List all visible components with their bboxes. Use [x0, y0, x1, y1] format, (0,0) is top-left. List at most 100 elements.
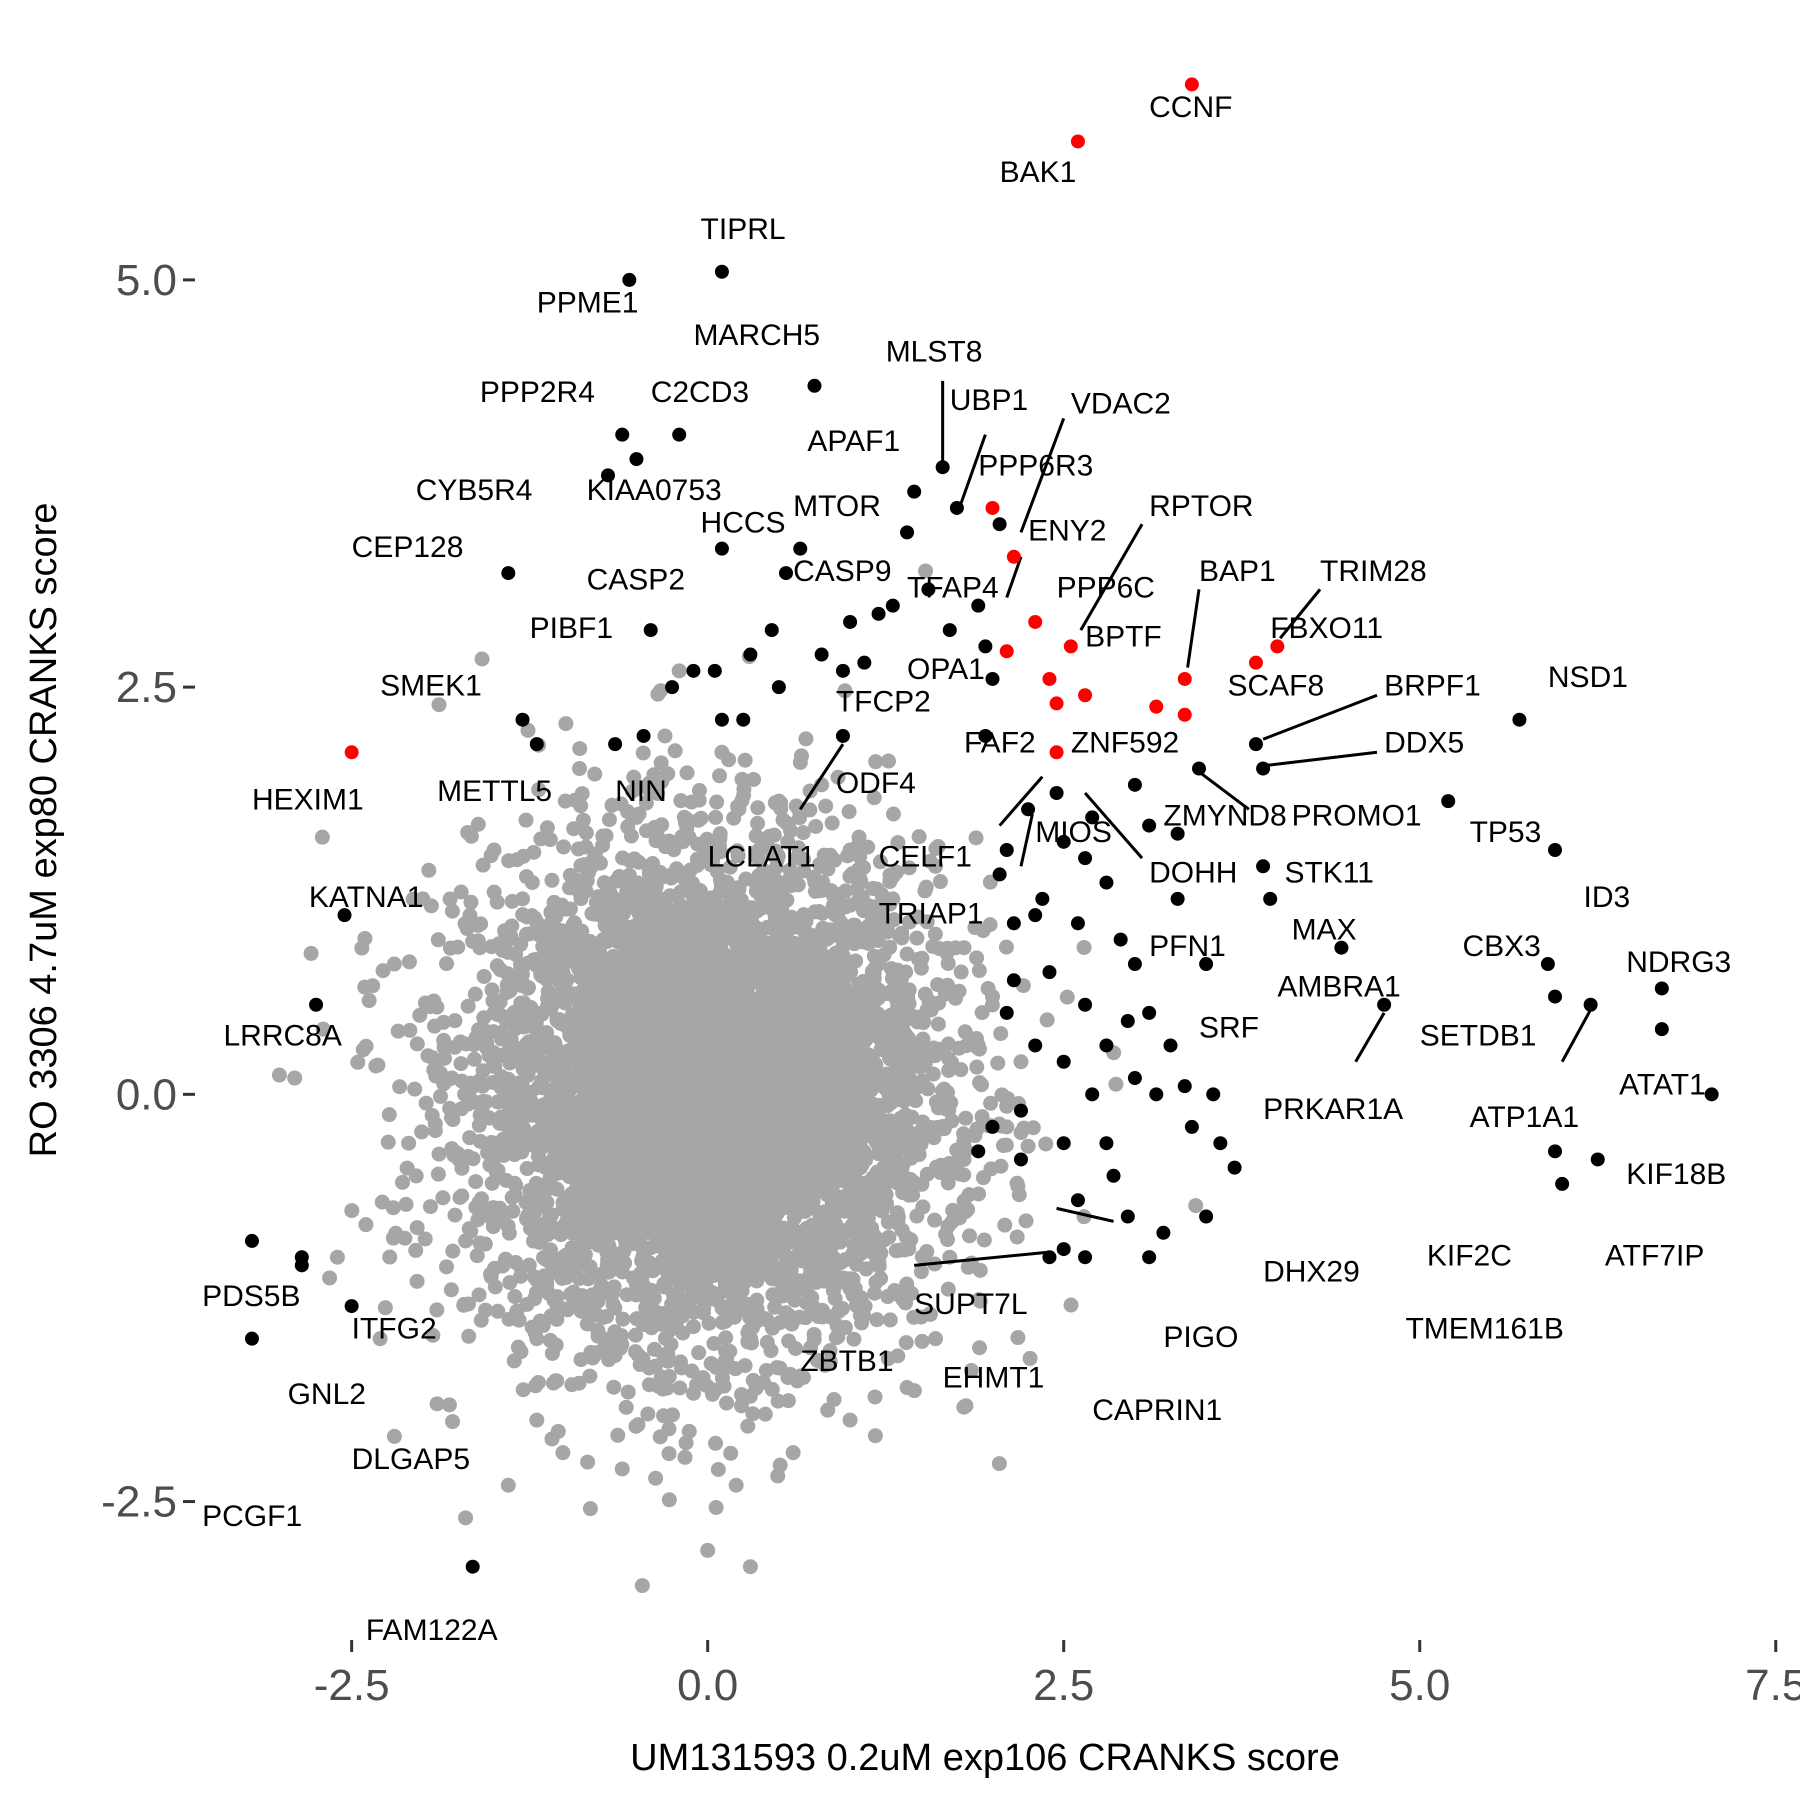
- background-point: [418, 1095, 434, 1111]
- background-point: [409, 1220, 425, 1236]
- background-point: [398, 1196, 414, 1212]
- background-point: [544, 872, 560, 888]
- background-point: [880, 1351, 896, 1367]
- background-point: [601, 812, 617, 828]
- background-point: [822, 1353, 838, 1369]
- background-point: [426, 993, 442, 1009]
- background-point: [454, 1073, 470, 1089]
- background-point: [601, 1332, 617, 1348]
- background-point: [975, 923, 991, 939]
- background-point: [435, 1190, 451, 1206]
- background-point: [718, 1343, 734, 1359]
- background-point: [888, 1243, 904, 1259]
- background-point: [456, 1296, 472, 1312]
- background-point: [825, 1250, 841, 1266]
- background-point: [808, 818, 824, 834]
- background-point: [614, 1336, 630, 1352]
- background-point: [468, 1174, 484, 1190]
- background-point: [314, 829, 330, 845]
- background-point: [871, 1258, 887, 1274]
- background-point: [784, 877, 800, 893]
- background-point: [910, 1014, 926, 1030]
- background-point: [679, 765, 695, 781]
- background-point: [807, 1232, 823, 1248]
- background-point: [582, 1368, 598, 1384]
- background-point: [983, 1095, 999, 1111]
- background-point: [424, 1107, 440, 1123]
- background-point: [845, 1271, 861, 1287]
- background-point: [457, 916, 473, 932]
- background-point: [634, 1578, 650, 1594]
- background-point: [439, 956, 455, 972]
- background-point: [597, 906, 613, 922]
- background-point: [377, 1300, 393, 1316]
- background-point: [507, 1289, 523, 1305]
- background-point: [491, 993, 507, 1009]
- background-point: [712, 768, 728, 784]
- background-point: [487, 1260, 503, 1276]
- background-point: [695, 1370, 711, 1386]
- background-point: [708, 1500, 724, 1516]
- background-point: [911, 829, 927, 845]
- background-point: [714, 1370, 730, 1386]
- background-point: [969, 1059, 985, 1075]
- background-point: [580, 1454, 596, 1470]
- background-point: [271, 1067, 287, 1083]
- background-point: [748, 828, 764, 844]
- background-point: [474, 651, 490, 667]
- background-point: [798, 913, 814, 929]
- background-point: [648, 833, 664, 849]
- background-point: [859, 1175, 875, 1191]
- background-point: [519, 1161, 535, 1177]
- background-point: [441, 1397, 457, 1413]
- background-point: [548, 1373, 564, 1389]
- background-point: [571, 1271, 587, 1287]
- background-point: [729, 843, 745, 859]
- background-point: [734, 1387, 750, 1403]
- background-point: [469, 1248, 485, 1264]
- background-point: [555, 1195, 571, 1211]
- background-point: [958, 1398, 974, 1414]
- background-point: [733, 1398, 749, 1414]
- background-point: [1188, 1198, 1204, 1214]
- background-point: [889, 1205, 905, 1221]
- background-point: [409, 1036, 425, 1052]
- background-point: [788, 1341, 804, 1357]
- background-point: [826, 888, 842, 904]
- background-point: [575, 1256, 591, 1272]
- background-point: [484, 982, 500, 998]
- background-point: [660, 1353, 676, 1369]
- background-point: [788, 798, 804, 814]
- background-point: [407, 1081, 423, 1097]
- background-point: [1010, 1178, 1026, 1194]
- background-point: [951, 983, 967, 999]
- background-point: [515, 907, 531, 923]
- background-point: [997, 1217, 1013, 1233]
- background-point: [447, 1013, 463, 1029]
- background-point: [653, 683, 669, 699]
- background-point: [487, 1059, 503, 1075]
- background-point: [462, 1130, 478, 1146]
- background-point: [573, 1303, 589, 1319]
- background-point: [572, 741, 588, 757]
- background-point: [578, 825, 594, 841]
- background-point: [695, 1305, 711, 1321]
- background-point: [493, 1080, 509, 1096]
- background-points: [271, 563, 1204, 1594]
- background-point: [730, 903, 746, 919]
- background-point: [873, 1270, 889, 1286]
- background-point: [579, 1316, 595, 1332]
- background-point: [958, 1110, 974, 1126]
- background-point: [877, 1080, 893, 1096]
- background-point: [470, 816, 486, 832]
- background-point: [968, 830, 984, 846]
- background-point: [736, 781, 752, 797]
- background-point: [1063, 1297, 1079, 1313]
- background-point: [454, 1188, 470, 1204]
- background-point: [392, 1079, 408, 1095]
- background-point: [831, 1202, 847, 1218]
- background-point: [573, 858, 589, 874]
- background-point: [599, 878, 615, 894]
- background-point: [856, 860, 872, 876]
- background-point: [585, 1350, 601, 1366]
